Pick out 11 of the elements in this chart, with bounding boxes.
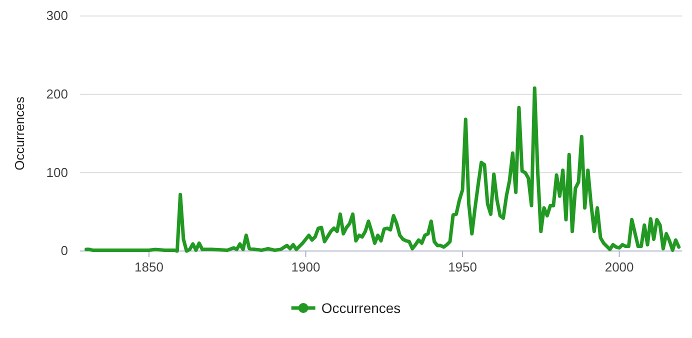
y-tick-label: 0 (60, 243, 68, 258)
x-tick-label: 2000 (604, 260, 634, 275)
x-tick-label: 1950 (448, 260, 477, 275)
x-tick-label: 1900 (291, 260, 320, 275)
y-tick-label: 200 (46, 86, 68, 102)
y-tick-label: 100 (46, 164, 68, 180)
line-series (84, 86, 681, 253)
y-tick-label: 300 (46, 8, 68, 24)
legend-label: Occurrences (321, 300, 401, 316)
y-axis-title: Occurrences (12, 96, 27, 170)
x-tick-label: 1850 (134, 260, 164, 275)
